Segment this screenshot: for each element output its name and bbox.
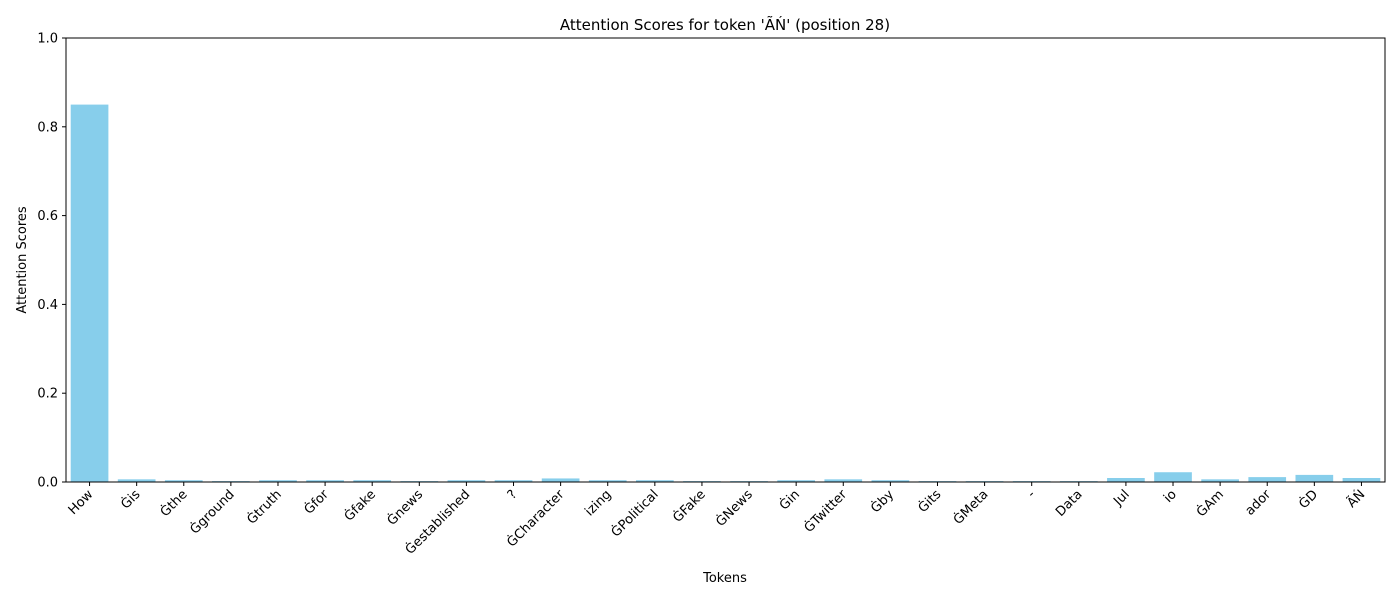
x-tick-label-26: ĠD [1295, 486, 1321, 512]
bar-1 [117, 479, 156, 482]
bar-8 [447, 480, 486, 482]
x-tick-label-7: Ġnews [383, 486, 426, 529]
bar-4 [259, 480, 297, 482]
plot-frame [65, 37, 1386, 483]
x-tick-label-14: ĠNews [712, 486, 756, 530]
bar-24 [1201, 479, 1239, 482]
bar-12 [635, 480, 674, 482]
x-tick-label-18: Ġits [914, 486, 944, 516]
x-tick-label-19: ĠMeta [949, 486, 991, 528]
x-tick-label-20: - [1025, 487, 1039, 501]
bar-0 [70, 104, 109, 482]
bar-11 [588, 480, 627, 482]
bar-25 [1248, 477, 1287, 482]
x-tick-label-1: Ġis [117, 486, 144, 513]
x-tick-label-22: Jul [1110, 487, 1132, 509]
x-tick-label-27: ÃŃ [1344, 487, 1368, 511]
bar-9 [494, 480, 533, 482]
x-tick-label-25: ador [1243, 487, 1275, 519]
bar-26 [1295, 474, 1334, 482]
x-tick-label-12: ĠPolitical [607, 486, 661, 540]
y-tick-label-4: 0.8 [37, 120, 58, 135]
x-axis-label: Tokens [702, 571, 747, 586]
bar-15 [777, 480, 816, 482]
x-tick-label-17: Ġby [867, 486, 898, 517]
bar-2 [164, 480, 203, 482]
x-tick-label-5: Ġfor [300, 485, 332, 517]
x-tick-label-3: Ġground [186, 486, 238, 538]
chart-title: Attention Scores for token 'ÃŃ' (positio… [560, 15, 890, 34]
bar-5 [306, 480, 344, 482]
y-axis-label: Attention Scores [15, 206, 30, 314]
bar-22 [1107, 478, 1145, 482]
x-tick-label-2: Ġthe [156, 486, 190, 520]
x-tick-label-6: Ġfake [340, 486, 379, 525]
y-tick-label-3: 0.6 [37, 209, 58, 224]
y-tick-label-2: 0.4 [37, 298, 58, 313]
bars-group [70, 104, 1381, 482]
y-tick-label-0: 0.0 [37, 476, 58, 491]
bar-27 [1342, 478, 1381, 482]
bar-6 [353, 480, 392, 482]
y-tick-label-5: 1.0 [37, 32, 58, 47]
x-tick-label-21: Data [1053, 487, 1086, 520]
x-tick-label-4: Ġtruth [243, 486, 285, 528]
x-tick-label-0: How [66, 487, 97, 518]
x-tick-label-9: ? [505, 487, 520, 502]
x-tick-label-23: io [1161, 487, 1180, 506]
x-tick-label-15: Ġin [775, 486, 803, 514]
x-tick-label-11: izing [582, 487, 614, 519]
x-tick-label-16: ĠTwitter [800, 485, 850, 535]
y-axis: 0.0 0.2 0.4 0.6 0.8 1.0 [37, 32, 66, 491]
bar-23 [1154, 472, 1192, 482]
bar-16 [824, 479, 863, 482]
bar-10 [541, 478, 580, 482]
y-tick-label-1: 0.2 [37, 387, 58, 402]
x-tick-label-13: ĠFake [669, 486, 709, 526]
bar-17 [871, 480, 910, 482]
x-tick-label-24: ĠAm [1193, 486, 1227, 520]
